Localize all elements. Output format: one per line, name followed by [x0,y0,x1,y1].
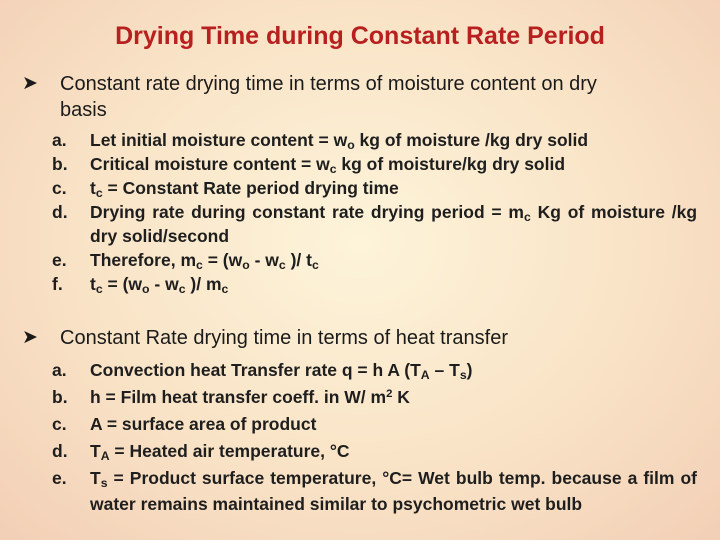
list-marker: a. [52,130,67,150]
list-marker: e. [52,250,67,270]
list-item-e: e. Ts = Product surface temperature, °C=… [52,465,697,517]
moisture-basis-list: a. Let initial moisture content = wo kg … [52,128,697,296]
list-item-e: e. Therefore, mc = (wo - wc )/ tc [52,250,319,272]
list-item-d: d. TA = Heated air temperature, °C [52,438,697,465]
list-item-d: d. Drying rate during constant rate dryi… [52,202,698,246]
bullet-text: Constant Rate drying time in terms of he… [60,327,508,349]
bullet-text-line1: Constant rate drying time in terms of mo… [60,73,597,95]
slide-title: Drying Time during Constant Rate Period [115,22,605,50]
list-marker: b. [52,154,68,174]
list-item-c: c. tc = Constant Rate period drying time [52,178,399,200]
list-marker: c. [52,414,67,434]
list-item-a: a. Let initial moisture content = wo kg … [52,130,589,152]
list-marker: c. [52,178,67,198]
list-item-a: a. Convection heat Transfer rate q = h A… [52,357,697,384]
list-item-b: b. h = Film heat transfer coeff. in W/ m… [52,384,697,411]
arrow-bullet-icon: ➤ [22,73,38,94]
heat-transfer-list: a. Convection heat Transfer rate q = h A… [52,357,697,517]
list-marker: b. [52,387,68,407]
list-marker: e. [52,468,67,488]
list-marker: a. [52,360,67,380]
list-marker: d. [52,202,68,222]
list-item-c: c. A = surface area of product [52,411,697,438]
bullet-text-line2: basis [60,99,107,121]
list-marker: f. [52,274,63,294]
list-item-b: b. Critical moisture content = wc kg of … [52,154,566,176]
arrow-bullet-icon: ➤ [22,327,38,348]
list-item-f: f. tc = (wo - wc )/ mc [52,274,229,296]
list-marker: d. [52,441,68,461]
